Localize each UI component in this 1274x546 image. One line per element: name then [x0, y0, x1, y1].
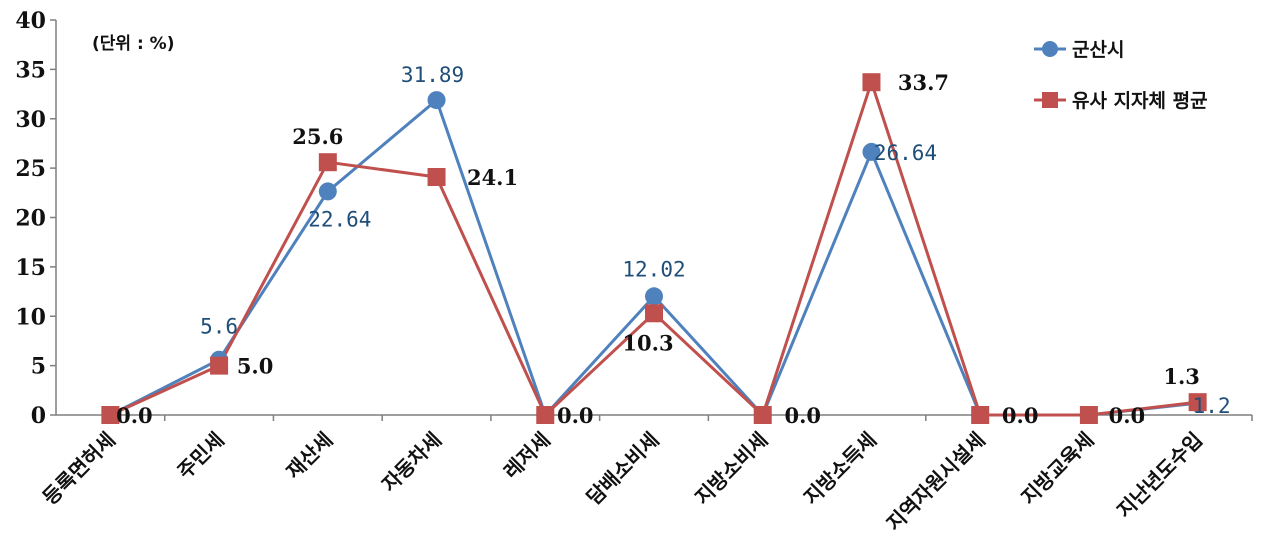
series-1-point [862, 142, 881, 161]
data-label: 25.6 [292, 124, 343, 149]
data-label: 31.89 [401, 63, 464, 87]
legend-label-1: 군산시 [1072, 39, 1124, 61]
y-tick-label: 35 [15, 57, 46, 83]
x-tick-label: 주민세 [173, 428, 229, 484]
series-2-point [536, 406, 555, 424]
series-2-point [862, 73, 881, 92]
series-2-point [645, 304, 663, 323]
series-line-2 [109, 77, 1198, 418]
legend-label-2: 유사 지자체 평균 [1072, 90, 1208, 112]
data-label: 26.64 [874, 141, 937, 165]
series-1-point [427, 91, 446, 110]
y-tick-label: 40 [15, 8, 46, 34]
unit-label: (단위 : %) [92, 34, 175, 54]
x-tick-label: 등록면허세 [38, 428, 120, 510]
data-label: 0.0 [557, 403, 594, 428]
series-lines [109, 77, 1198, 418]
data-labels: 5.6 22.64 31.89 12.02 26.64 1.2 0.0 5.0 25.6 24.1… [116, 63, 1231, 428]
series-2-point [210, 356, 229, 375]
x-tick-label: 담배소비세 [582, 428, 664, 510]
legend-marker-1 [1042, 41, 1058, 57]
data-label: 1.3 [1163, 364, 1200, 389]
y-tick-label: 25 [15, 156, 46, 182]
data-label: 0.0 [1002, 403, 1039, 428]
y-tick-label: 0 [31, 403, 46, 429]
series-2-point [753, 406, 772, 424]
data-label: 10.3 [622, 330, 673, 355]
series-2-point [1188, 393, 1207, 412]
legend-marker-2 [1042, 92, 1058, 108]
x-tick-label: 레저세 [499, 428, 555, 484]
data-label: 12.02 [622, 257, 685, 281]
x-tick-label: 지역자원시설세 [882, 428, 990, 536]
data-label: 24.1 [467, 165, 518, 190]
x-tick-label: 재산세 [281, 428, 337, 484]
series-1-point [318, 182, 337, 201]
data-label: 0.0 [116, 403, 153, 428]
y-tick-label: 5 [31, 354, 46, 380]
series-1-point [645, 287, 663, 306]
data-label: 0.0 [784, 403, 821, 428]
data-label: 1.2 [1193, 394, 1231, 418]
data-label: 5.6 [200, 315, 238, 339]
series-markers [101, 73, 1207, 424]
x-tick-label: 지방소비세 [690, 428, 772, 510]
x-tick-label: 자동차세 [377, 428, 446, 497]
series-2-point [971, 406, 990, 424]
series-2-point [1079, 406, 1098, 424]
y-tick-label: 10 [15, 304, 46, 330]
x-tick-label: 지방소득세 [799, 428, 881, 510]
series-2-point [318, 153, 337, 172]
x-tick-label: 지방교육세 [1016, 428, 1098, 510]
y-tick-label: 15 [15, 255, 46, 281]
y-tick-label: 30 [15, 107, 46, 133]
data-label: 5.0 [237, 354, 274, 379]
data-label: 33.7 [898, 70, 949, 95]
series-2-point [101, 406, 120, 424]
data-label: 22.64 [308, 207, 371, 231]
data-label: 0.0 [1109, 403, 1146, 428]
y-tick-label: 20 [15, 206, 46, 232]
series-2-point [427, 168, 446, 187]
x-tick-label: 지난년도수입 [1112, 428, 1207, 523]
